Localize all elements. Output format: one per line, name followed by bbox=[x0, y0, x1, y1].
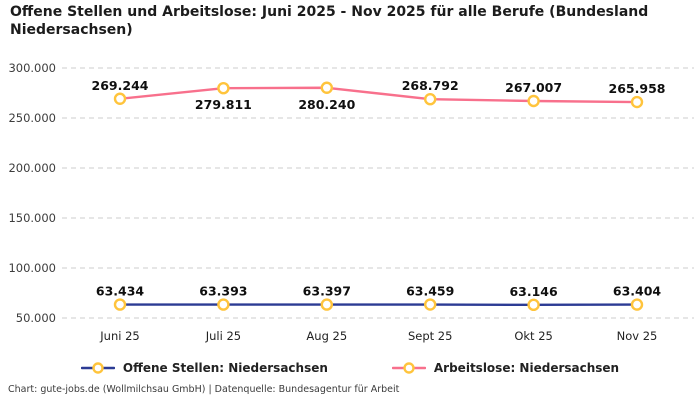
data-point-label-arbeitslose: 279.811 bbox=[195, 97, 252, 112]
data-point-label-offene-stellen: 63.434 bbox=[96, 284, 145, 299]
data-point-marker-offene-stellen bbox=[217, 298, 230, 311]
x-axis-tick-label: Juni 25 bbox=[99, 329, 139, 343]
data-point-marker-arbeitslose bbox=[630, 95, 644, 109]
series-line-arbeitslose bbox=[118, 86, 639, 104]
x-axis-tick-label: Okt 25 bbox=[514, 329, 553, 343]
data-point-label-arbeitslose: 280.240 bbox=[298, 97, 355, 112]
y-axis-tick-label: 250.000 bbox=[8, 111, 56, 125]
data-point-label-arbeitslose: 268.792 bbox=[402, 78, 459, 93]
data-point-label-offene-stellen: 63.397 bbox=[303, 284, 351, 299]
y-axis-tick-label: 150.000 bbox=[8, 211, 56, 225]
line-chart-plot-area: 50.000 100.000 150.000 200.000 250.000 300.00… bbox=[8, 61, 694, 343]
y-axis-tick-label: 300.000 bbox=[8, 61, 56, 75]
data-point-marker-arbeitslose bbox=[424, 93, 437, 106]
chart-legend: Offene Stellen: Niedersachsen Arbeitslose… bbox=[0, 357, 700, 379]
legend-item-offene-stellen[interactable]: Offene Stellen: Niedersachsen bbox=[80, 361, 328, 375]
data-point-label-arbeitslose: 265.958 bbox=[609, 81, 666, 96]
data-point-label-offene-stellen: 63.404 bbox=[613, 284, 662, 299]
data-point-marker-arbeitslose bbox=[527, 94, 540, 108]
x-axis-tick-label: Aug 25 bbox=[306, 329, 347, 343]
data-point-label-offene-stellen: 63.459 bbox=[406, 284, 454, 299]
data-point-marker-arbeitslose bbox=[113, 92, 127, 105]
data-point-marker-arbeitslose bbox=[217, 81, 230, 95]
legend-item-label: Arbeitslose: Niedersachsen bbox=[433, 361, 620, 375]
data-point-marker-offene-stellen bbox=[630, 298, 644, 311]
x-axis-tick-label: Sept 25 bbox=[408, 329, 452, 343]
chart-title: Offene Stellen und Arbeitslose: Juni 202… bbox=[10, 4, 649, 39]
x-axis-tick-label: Nov 25 bbox=[617, 329, 658, 343]
data-point-marker-offene-stellen bbox=[424, 298, 437, 311]
legend-marker-icon bbox=[391, 362, 426, 374]
data-point-label-arbeitslose: 267.007 bbox=[505, 80, 562, 95]
data-point-label-arbeitslose: 269.244 bbox=[92, 78, 149, 93]
data-point-marker-arbeitslose bbox=[320, 81, 333, 94]
y-axis-tick-label: 50.000 bbox=[16, 311, 56, 325]
data-point-marker-offene-stellen bbox=[527, 298, 540, 312]
data-point-label-offene-stellen: 63.146 bbox=[509, 284, 558, 299]
data-point-marker-offene-stellen bbox=[320, 298, 333, 311]
chart-footer: Chart: gute-jobs.de (Wollmilchsau GmbH) … bbox=[8, 384, 400, 395]
legend-marker-icon bbox=[80, 362, 115, 374]
legend-item-label: Offene Stellen: Niedersachsen bbox=[122, 361, 328, 375]
data-point-label-offene-stellen: 63.393 bbox=[199, 284, 247, 299]
x-axis-tick-label: Juli 25 bbox=[205, 329, 241, 343]
data-point-marker-offene-stellen bbox=[113, 298, 127, 311]
y-axis-tick-label: 200.000 bbox=[8, 161, 56, 175]
y-axis-tick-label: 100.000 bbox=[8, 261, 56, 275]
legend-item-arbeitslose[interactable]: Arbeitslose: Niedersachsen bbox=[391, 361, 620, 375]
